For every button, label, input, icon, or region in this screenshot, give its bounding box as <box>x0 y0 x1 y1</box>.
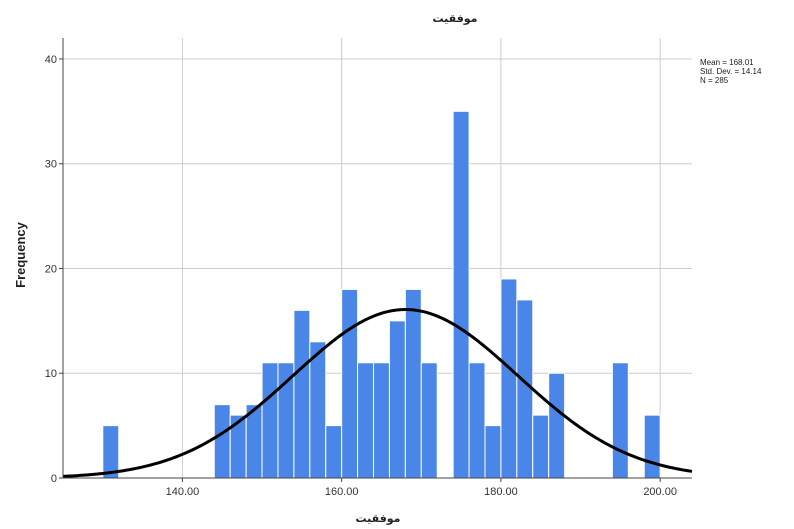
histogram-bar <box>484 425 502 479</box>
histogram-bar <box>341 288 359 479</box>
histogram-bar <box>388 320 406 479</box>
x-tick-label: 160.00 <box>325 486 359 498</box>
normal-curve <box>62 308 693 478</box>
histogram-bar <box>611 362 629 479</box>
y-axis-label: Frequency <box>13 221 28 288</box>
y-tick-label: 0 <box>51 473 57 485</box>
histogram-bar <box>309 341 327 479</box>
histogram-bar <box>500 278 518 479</box>
x-axis-label: موفقیت <box>356 512 401 525</box>
histogram-bar <box>420 362 438 479</box>
x-tick-label: 140.00 <box>166 486 200 498</box>
histogram-bar <box>548 372 566 479</box>
stats-legend: Mean = 168.01 Std. Dev. = 14.14 N = 285 <box>700 58 761 85</box>
y-tick-label: 10 <box>45 368 57 380</box>
stats-n: N = 285 <box>700 76 729 85</box>
histogram-bar <box>452 110 470 479</box>
histogram-bar <box>261 362 279 479</box>
histogram-bar <box>102 425 120 479</box>
histogram-bar <box>325 425 343 479</box>
histogram-bar <box>293 309 311 479</box>
histogram-bar <box>643 414 661 479</box>
y-tick-label: 40 <box>45 54 57 66</box>
histogram-bar <box>357 362 375 479</box>
x-tick-label: 180.00 <box>484 486 518 498</box>
histogram-bar <box>532 414 550 479</box>
y-tick-label: 30 <box>45 159 57 171</box>
histogram-bar <box>468 362 486 479</box>
stats-std-dev: Std. Dev. = 14.14 <box>700 67 762 76</box>
y-tick-label: 20 <box>45 263 57 275</box>
histogram-bar <box>213 404 231 479</box>
histogram-bar <box>277 362 295 479</box>
histogram-bar <box>373 362 390 479</box>
histogram-bar <box>404 288 422 479</box>
stats-mean: Mean = 168.01 <box>700 58 754 67</box>
chart-title: موفقیت <box>433 12 478 25</box>
x-tick-label: 200.00 <box>643 486 677 498</box>
